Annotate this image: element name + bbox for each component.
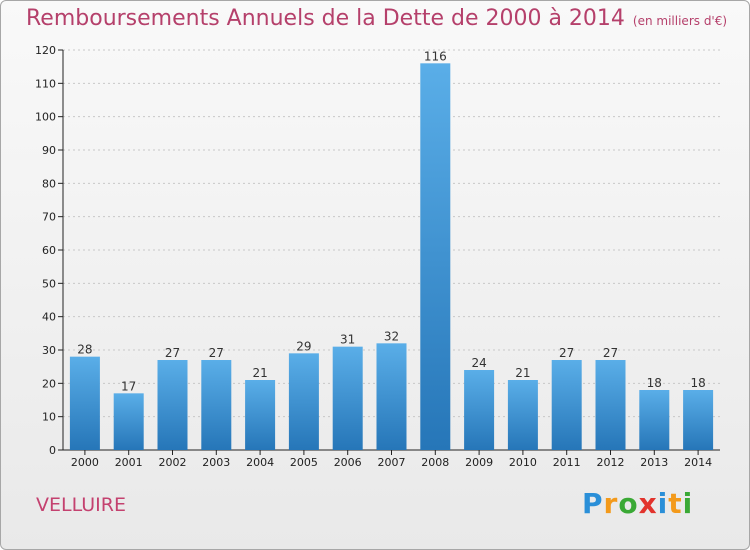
bar [157,360,188,450]
y-tick-label: 0 [49,444,56,457]
proxiti-logo: Proxiti [582,487,693,520]
bar [113,393,144,450]
x-tick-label: 2006 [334,456,362,469]
bar [420,63,451,450]
x-tick-label: 2002 [159,456,187,469]
bar-value-label: 18 [647,376,662,390]
x-tick-label: 2004 [246,456,274,469]
x-tick-label: 2003 [202,456,230,469]
chart-title-text: Remboursements Annuels de la Dette de 20… [26,6,625,31]
bar-value-label: 18 [690,376,705,390]
bar [683,390,714,450]
bar-value-label: 27 [559,346,574,360]
y-tick-label: 80 [42,177,56,190]
bar [288,353,319,450]
logo-letter: P [582,487,604,520]
x-tick-label: 2011 [553,456,581,469]
logo-letter: i [682,487,694,520]
chart-title: Remboursements Annuels de la Dette de 20… [26,6,727,31]
logo-letter: x [638,487,658,520]
x-tick-label: 2007 [378,456,406,469]
x-tick-label: 2009 [465,456,493,469]
bar-value-label: 29 [296,339,311,353]
y-tick-label: 40 [42,311,56,324]
bar [639,390,670,450]
bar [551,360,582,450]
x-tick-label: 2001 [115,456,143,469]
bar-value-label: 27 [209,346,224,360]
x-tick-label: 2000 [71,456,99,469]
bar [245,380,276,450]
y-tick-label: 30 [42,344,56,357]
bar-value-label: 21 [515,366,530,380]
y-tick-label: 100 [35,111,56,124]
bar-value-label: 21 [252,366,267,380]
logo-letter: r [603,487,619,520]
y-tick-label: 60 [42,244,56,257]
bar [376,343,407,450]
logo-letter: i [657,487,669,520]
bar-value-label: 27 [165,346,180,360]
x-tick-label: 2012 [597,456,625,469]
bar-value-label: 28 [77,343,92,357]
y-tick-label: 90 [42,144,56,157]
bar-value-label: 17 [121,379,136,393]
bar [464,370,495,450]
bar-value-label: 24 [471,356,486,370]
y-tick-label: 120 [35,44,56,57]
bar-value-label: 27 [603,346,618,360]
x-tick-label: 2010 [509,456,537,469]
x-tick-label: 2008 [421,456,449,469]
bar [332,346,363,450]
y-tick-label: 70 [42,211,56,224]
y-tick-label: 10 [42,411,56,424]
y-tick-label: 50 [42,277,56,290]
x-tick-label: 2014 [684,456,712,469]
bar [201,360,232,450]
commune-name: VELLUIRE [36,494,126,516]
logo-letter: t [668,487,683,520]
bar [507,380,538,450]
bar [69,356,100,450]
bar-value-label: 32 [384,329,399,343]
y-tick-label: 110 [35,77,56,90]
y-tick-label: 20 [42,377,56,390]
bar [595,360,626,450]
bar-value-label: 116 [424,49,447,63]
x-tick-label: 2013 [640,456,668,469]
x-tick-label: 2005 [290,456,318,469]
bar-value-label: 31 [340,333,355,347]
logo-letter: o [618,487,639,520]
chart-unit: (en milliers d'€) [632,14,728,28]
